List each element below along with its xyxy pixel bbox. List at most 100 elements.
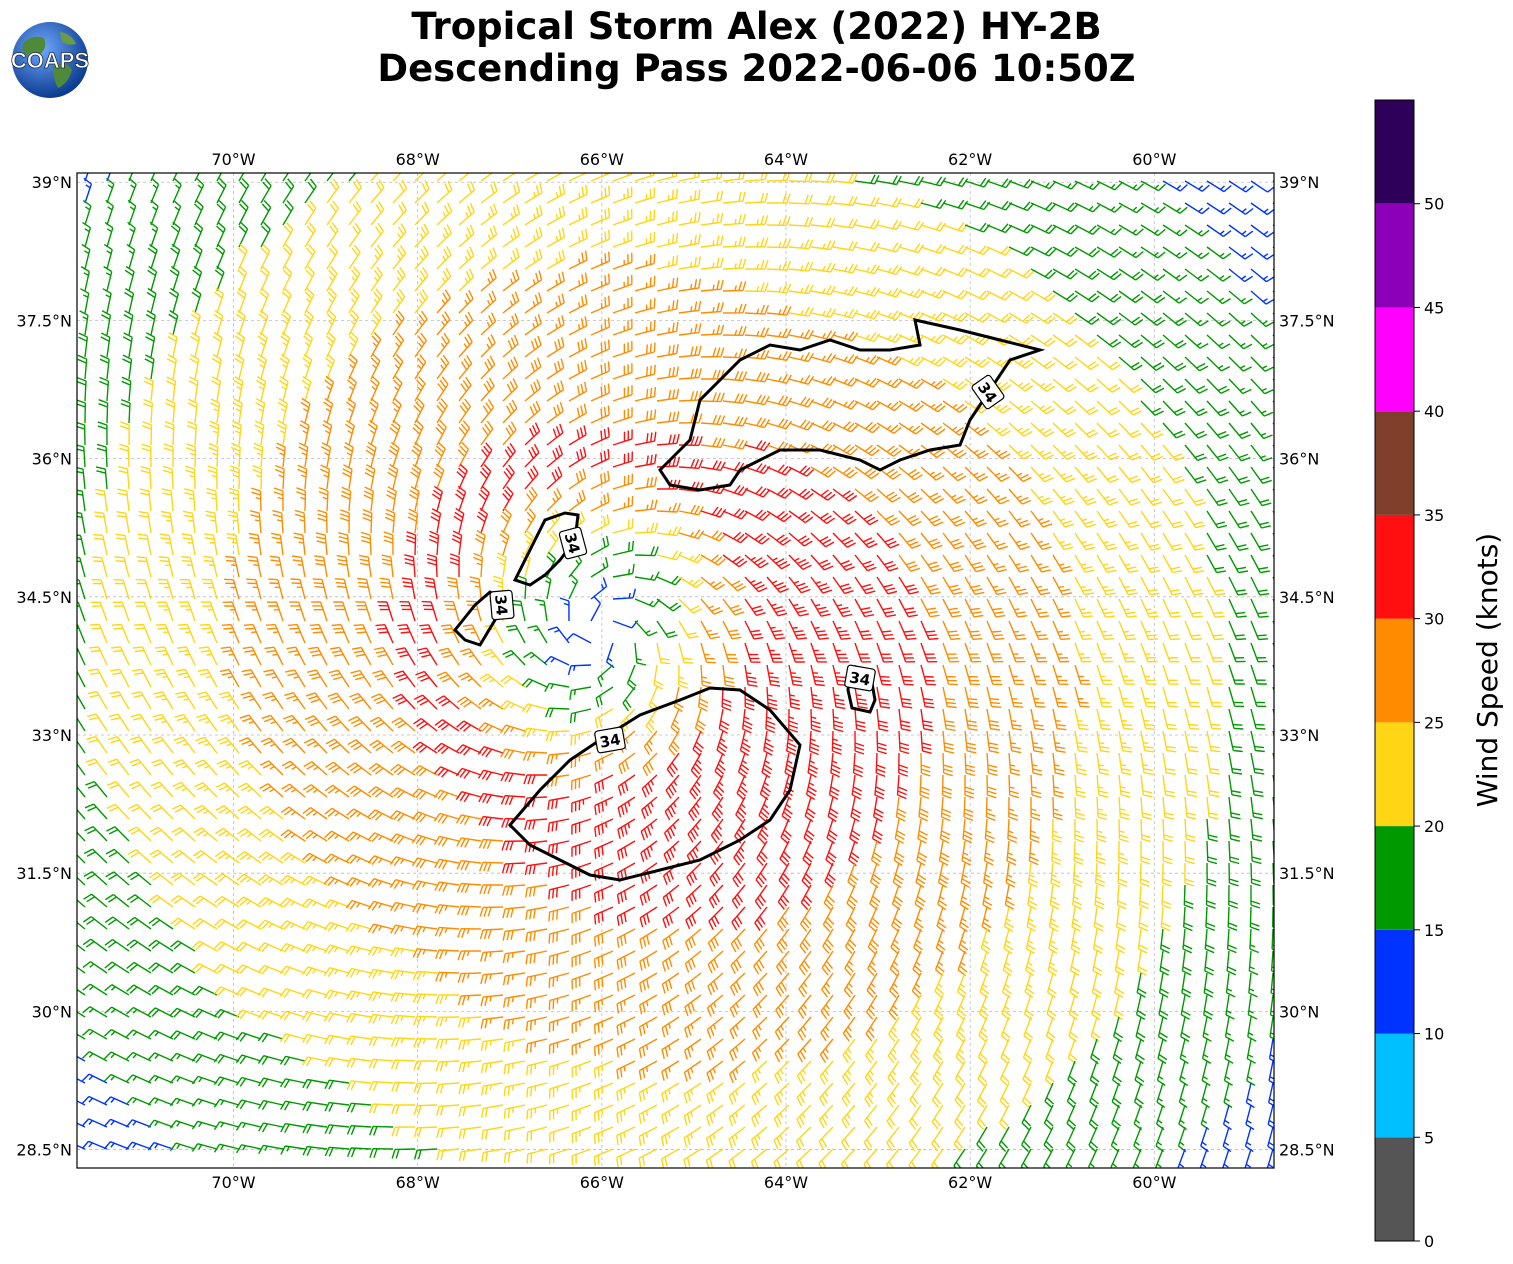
wind-barb bbox=[453, 507, 465, 534]
wind-barb bbox=[1272, 400, 1274, 404]
wind-barb bbox=[1162, 620, 1181, 641]
lat-tick-label-left: 31.5°N bbox=[16, 864, 72, 883]
lon-tick-label-top: 64°W bbox=[764, 150, 808, 169]
wind-barb bbox=[124, 265, 135, 292]
wind-barb bbox=[170, 895, 196, 908]
wind-barb bbox=[384, 508, 396, 534]
wind-barb bbox=[612, 495, 634, 512]
wind-barb bbox=[78, 332, 89, 358]
wind-barb bbox=[548, 972, 570, 988]
wind-barb bbox=[1074, 576, 1094, 596]
wind-barb bbox=[82, 983, 108, 996]
wind-barb bbox=[612, 186, 633, 204]
wind-barb bbox=[1272, 884, 1274, 906]
wind-barb bbox=[1023, 1016, 1034, 1043]
wind-barb bbox=[1178, 1104, 1188, 1131]
wind-barb bbox=[568, 338, 588, 358]
wind-barb bbox=[842, 1038, 856, 1064]
wind-barb bbox=[568, 294, 588, 314]
wind-barb bbox=[340, 486, 352, 512]
wind-barb bbox=[1250, 334, 1274, 350]
wind-barb bbox=[1052, 796, 1063, 821]
wind-barb bbox=[111, 623, 130, 644]
wind-barb bbox=[964, 510, 987, 527]
wind-barb bbox=[370, 310, 382, 336]
wind-barb bbox=[750, 1126, 768, 1149]
wind-barb bbox=[744, 686, 755, 711]
wind-barb bbox=[346, 990, 372, 1001]
wind-barb bbox=[639, 884, 658, 906]
wind-barb bbox=[543, 655, 570, 666]
wind-barb bbox=[618, 752, 636, 775]
wind-barb bbox=[104, 221, 114, 248]
wind-barb bbox=[122, 354, 133, 380]
wind-barb bbox=[476, 507, 489, 534]
wind-barb bbox=[433, 463, 445, 490]
wind-barb bbox=[546, 249, 566, 270]
wind-barb bbox=[1206, 334, 1231, 350]
wind-barb bbox=[1095, 862, 1106, 888]
wind-barb bbox=[953, 1126, 966, 1152]
wind-barb bbox=[525, 994, 548, 1009]
wind-barb bbox=[766, 350, 792, 361]
wind-barb bbox=[1118, 378, 1143, 394]
wind-barb bbox=[81, 1140, 108, 1150]
wind-barb bbox=[983, 840, 994, 866]
wind-barb bbox=[1205, 884, 1216, 909]
wind-barb bbox=[81, 1073, 108, 1084]
wind-barb bbox=[593, 1060, 614, 1079]
wind-barb bbox=[216, 759, 240, 776]
wind-barb bbox=[207, 465, 218, 490]
wind-barb bbox=[876, 664, 892, 686]
wind-barb bbox=[1184, 202, 1210, 215]
wind-barb bbox=[1140, 708, 1156, 730]
wind-barb bbox=[346, 1125, 372, 1135]
lat-tick-label-left: 33°N bbox=[32, 726, 72, 745]
contour-label-text: 34 bbox=[561, 531, 584, 556]
wind-barb bbox=[195, 736, 218, 754]
wind-barb bbox=[241, 669, 262, 688]
wind-barb bbox=[728, 1082, 746, 1105]
wind-barb bbox=[854, 686, 868, 709]
wind-barb bbox=[895, 796, 907, 822]
colorbar-bin bbox=[1375, 514, 1414, 619]
wind-barb bbox=[942, 620, 961, 641]
wind-barb bbox=[299, 420, 310, 446]
wind-barb bbox=[458, 420, 471, 446]
wind-barb bbox=[898, 554, 921, 572]
wind-barb bbox=[125, 1051, 152, 1062]
wind-barb bbox=[1096, 708, 1111, 731]
wind-barb bbox=[130, 713, 152, 732]
wind-barb bbox=[390, 1037, 416, 1048]
wind-barb bbox=[1074, 532, 1096, 551]
lat-tick-label-right: 28.5°N bbox=[1279, 1141, 1335, 1160]
wind-barb bbox=[106, 173, 111, 182]
wind-barb bbox=[200, 601, 218, 622]
wind-barb bbox=[1030, 752, 1043, 776]
wind-barb bbox=[1228, 686, 1245, 708]
wind-barb bbox=[1140, 422, 1164, 439]
wind-barb bbox=[1248, 972, 1258, 998]
wind-barb bbox=[964, 245, 991, 256]
wind-barb bbox=[458, 376, 472, 402]
wind-barb bbox=[964, 488, 988, 505]
wind-barb bbox=[191, 1143, 218, 1152]
wind-barb bbox=[414, 332, 427, 358]
wind-barb bbox=[1227, 906, 1238, 931]
wind-barb bbox=[1162, 752, 1176, 775]
wind-barb bbox=[869, 862, 882, 889]
wind-barb bbox=[986, 488, 1010, 505]
wind-barb bbox=[593, 1104, 614, 1123]
wind-barb bbox=[239, 714, 262, 732]
wind-barb bbox=[1052, 576, 1073, 596]
wind-barb bbox=[810, 598, 831, 617]
wind-barb bbox=[1020, 1148, 1032, 1168]
wind-barb bbox=[766, 642, 783, 663]
wind-barb bbox=[571, 950, 592, 968]
wind-barb bbox=[469, 576, 482, 600]
wind-barb bbox=[986, 752, 998, 776]
wind-barb bbox=[788, 216, 814, 227]
wind-barb bbox=[700, 576, 725, 591]
wind-barb bbox=[1206, 752, 1221, 775]
wind-barb bbox=[832, 620, 851, 640]
